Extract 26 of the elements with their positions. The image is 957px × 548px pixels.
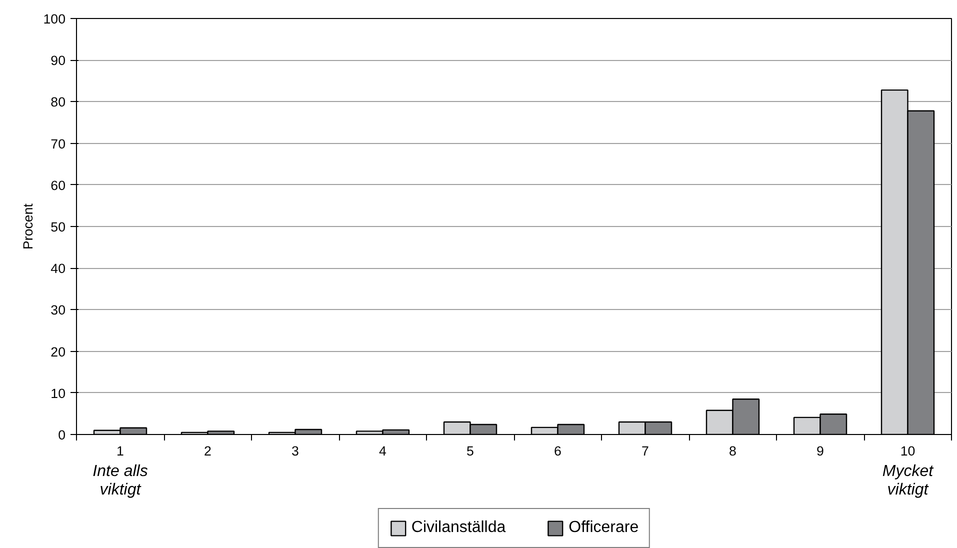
x-tick-label: 5 xyxy=(466,444,474,458)
text: Inte alls viktigt xyxy=(92,463,148,499)
y-tick-label: 20 xyxy=(50,344,66,360)
x-tick-label: 1 xyxy=(116,444,124,458)
legend-label: Officerare xyxy=(568,519,639,537)
x-tick-label: 3 xyxy=(292,444,299,458)
y-tick-label: 70 xyxy=(50,136,66,152)
y-tick-label: 80 xyxy=(50,94,66,110)
x-tick-label: 8 xyxy=(729,444,736,458)
x-tick-label: 9 xyxy=(816,444,824,458)
y-tick-label: 40 xyxy=(50,261,66,276)
x-tick-label: 4 xyxy=(379,444,388,458)
x-tick-label: 10 xyxy=(900,444,916,458)
y-tick-label: 100 xyxy=(43,12,66,26)
x-tick-label: 2 xyxy=(204,444,212,458)
y-tick-label: 10 xyxy=(50,386,66,401)
text: Mycket viktigt xyxy=(882,463,934,499)
y-tick-label: 90 xyxy=(50,53,66,68)
legend-label: Civilanställda xyxy=(411,519,506,537)
y-tick-label: 50 xyxy=(50,220,66,234)
y-tick-label: 60 xyxy=(50,178,66,193)
y-tick-label: 30 xyxy=(50,302,66,318)
x-tick-label: 6 xyxy=(554,444,562,458)
x-tick-label: 7 xyxy=(642,444,649,458)
y-axis-title: Procent xyxy=(20,203,36,250)
y-tick-label: 0 xyxy=(58,428,66,442)
